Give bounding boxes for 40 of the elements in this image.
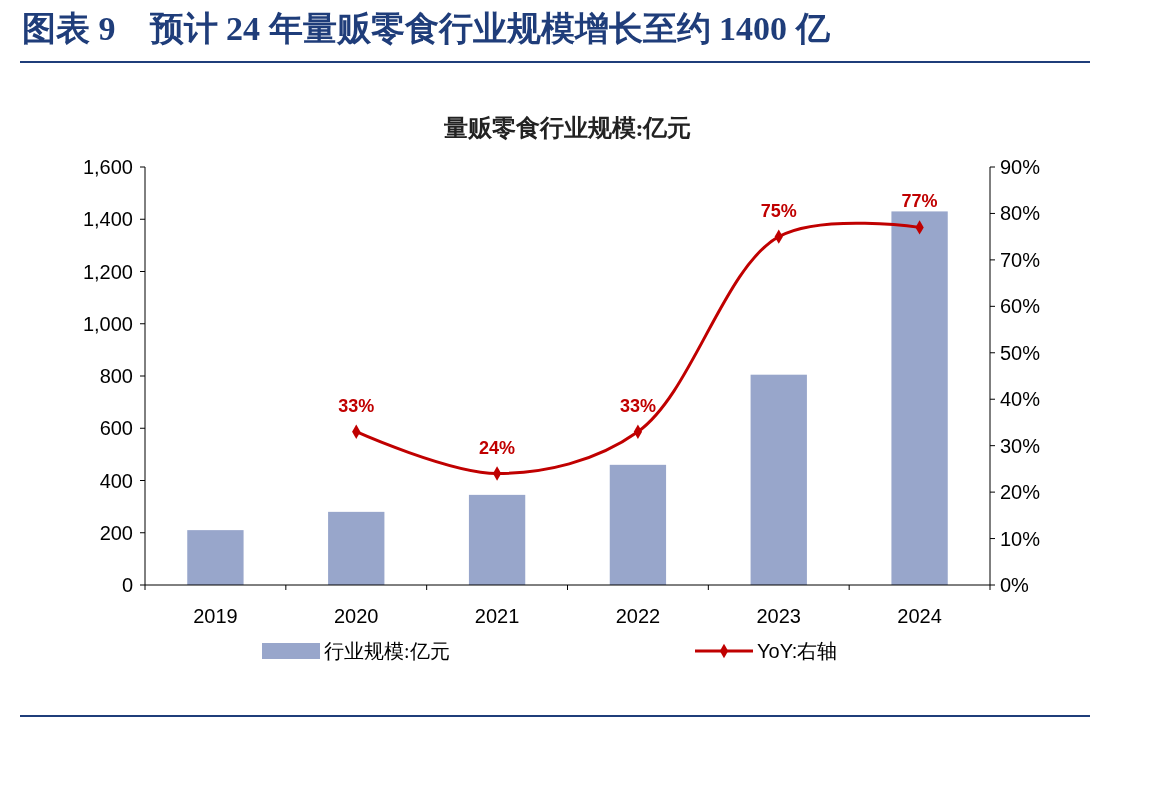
y-tick-label: 1,600 (82, 156, 133, 178)
y-tick-label: 1,200 (82, 260, 133, 283)
y-tick-label: 0 (121, 574, 133, 596)
bar (609, 464, 667, 585)
legend-label: YoY:右轴 (757, 640, 838, 662)
data-label: 33% (338, 395, 375, 416)
x-tick-label: 2023 (756, 605, 801, 627)
x-tick-label: 2022 (615, 605, 661, 627)
y-tick-label: 400 (99, 469, 133, 492)
bar (891, 211, 948, 585)
data-label: 24% (479, 437, 516, 458)
legend-label: 行业规模:亿元 (324, 640, 450, 662)
y2-tick-label: 60% (1000, 295, 1041, 318)
y-tick-label: 1,400 (82, 208, 133, 231)
bar (187, 530, 244, 585)
y-tick-label: 200 (99, 521, 133, 544)
y2-tick-label: 0% (1000, 574, 1030, 596)
y2-tick-label: 10% (1000, 527, 1041, 550)
y2-tick-label: 20% (1000, 481, 1041, 504)
y-tick-label: 800 (99, 365, 133, 387)
y2-tick-label: 50% (1000, 341, 1041, 364)
data-label: 33% (619, 395, 656, 416)
data-label: 75% (760, 200, 797, 221)
y2-tick-label: 30% (1000, 434, 1041, 457)
y2-tick-label: 80% (1000, 202, 1041, 225)
bar (468, 494, 526, 585)
x-tick-label: 2019 (193, 605, 238, 627)
x-tick-label: 2024 (897, 605, 942, 627)
y2-tick-label: 40% (1000, 388, 1041, 411)
y2-tick-label: 90% (1000, 156, 1041, 178)
y-tick-label: 600 (99, 417, 133, 440)
x-tick-label: 2020 (334, 605, 379, 627)
data-label: 77% (901, 191, 938, 212)
chart-subtitle: 量贩零食行业规模:亿元 (442, 115, 692, 141)
y-tick-label: 1,000 (82, 312, 133, 335)
y2-tick-label: 70% (1000, 248, 1041, 271)
chart-title: 图表 9 预计 24 年量贩零食行业规模增长至约 1400 亿 (22, 10, 831, 47)
x-tick-label: 2021 (474, 605, 520, 627)
bar (328, 511, 385, 585)
bar (750, 374, 807, 585)
